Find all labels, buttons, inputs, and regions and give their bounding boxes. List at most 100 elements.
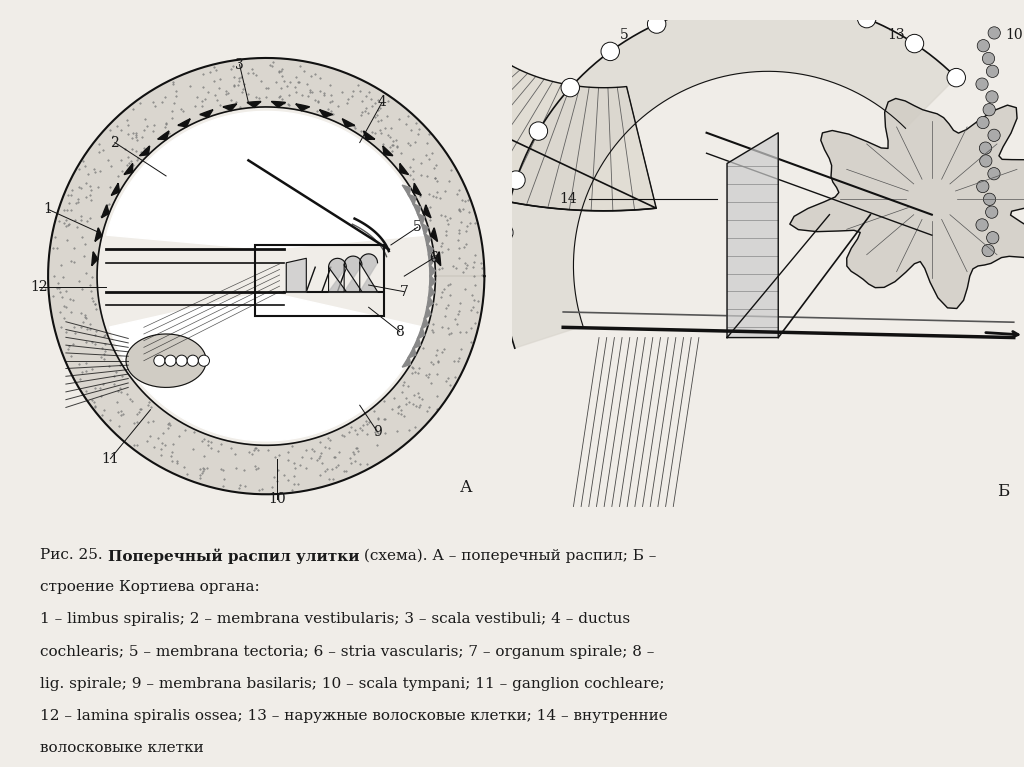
Circle shape xyxy=(857,9,876,28)
Text: 5: 5 xyxy=(414,220,422,234)
Circle shape xyxy=(985,206,997,219)
Polygon shape xyxy=(434,252,440,265)
Text: строение Кортиева органа:: строение Кортиева органа: xyxy=(40,581,260,594)
Polygon shape xyxy=(429,275,435,288)
Polygon shape xyxy=(223,104,237,110)
Text: lig. spirale; 9 – membrana basilaris; 10 – scala tympani; 11 – ganglion cochlear: lig. spirale; 9 – membrana basilaris; 10… xyxy=(40,676,665,690)
Circle shape xyxy=(495,223,513,242)
Text: 3: 3 xyxy=(236,58,244,71)
Circle shape xyxy=(983,193,995,206)
Polygon shape xyxy=(428,285,434,298)
Circle shape xyxy=(976,219,988,231)
Text: (схема). А – поперечный распил; Б –: (схема). А – поперечный распил; Б – xyxy=(359,548,656,563)
Text: 12: 12 xyxy=(31,280,48,295)
Text: А: А xyxy=(460,479,473,496)
Text: 6: 6 xyxy=(429,252,437,265)
Circle shape xyxy=(154,355,165,367)
Text: Рис. 25.: Рис. 25. xyxy=(40,548,108,562)
Polygon shape xyxy=(424,307,431,319)
Circle shape xyxy=(982,52,994,64)
Circle shape xyxy=(601,42,620,61)
Polygon shape xyxy=(126,334,206,387)
Polygon shape xyxy=(421,223,428,235)
Text: 9: 9 xyxy=(373,425,382,439)
Text: 5: 5 xyxy=(621,28,629,42)
Polygon shape xyxy=(106,111,426,249)
Text: 13: 13 xyxy=(887,28,905,42)
Text: 4: 4 xyxy=(378,95,386,110)
Polygon shape xyxy=(319,110,333,117)
Polygon shape xyxy=(383,146,393,156)
Polygon shape xyxy=(790,98,1024,308)
Text: 12 – lamina spiralis ossea; 13 – наружные волосковые клетки; 14 – внутренние: 12 – lamina spiralis ossea; 13 – наружны… xyxy=(40,709,668,723)
Polygon shape xyxy=(413,203,421,216)
Polygon shape xyxy=(139,146,150,156)
Polygon shape xyxy=(399,163,409,175)
Circle shape xyxy=(982,245,994,257)
Circle shape xyxy=(986,232,998,244)
Polygon shape xyxy=(178,119,190,127)
Polygon shape xyxy=(271,101,286,107)
Polygon shape xyxy=(48,58,484,494)
Circle shape xyxy=(561,78,580,97)
Polygon shape xyxy=(408,194,416,206)
Polygon shape xyxy=(427,296,433,309)
Text: Б: Б xyxy=(997,482,1010,499)
Text: 10: 10 xyxy=(1005,28,1023,42)
Polygon shape xyxy=(359,254,378,291)
Circle shape xyxy=(199,355,210,367)
Polygon shape xyxy=(402,185,411,196)
Circle shape xyxy=(988,129,1000,141)
Polygon shape xyxy=(344,256,361,291)
Polygon shape xyxy=(112,183,120,196)
Circle shape xyxy=(980,155,992,167)
Circle shape xyxy=(986,65,998,77)
Polygon shape xyxy=(200,110,213,117)
Polygon shape xyxy=(342,119,354,127)
Text: 11: 11 xyxy=(101,452,119,466)
Polygon shape xyxy=(427,243,433,256)
Text: волосковыке клетки: волосковыке клетки xyxy=(40,741,204,755)
Text: cochlearis; 5 – membrana tectoria; 6 – stria vascularis; 7 – organum spirale; 8 : cochlearis; 5 – membrana tectoria; 6 – s… xyxy=(40,644,654,659)
Circle shape xyxy=(988,167,1000,180)
Circle shape xyxy=(979,142,991,154)
Text: 8: 8 xyxy=(395,324,404,339)
Circle shape xyxy=(187,355,199,367)
Circle shape xyxy=(988,27,1000,39)
Circle shape xyxy=(977,180,989,193)
Polygon shape xyxy=(423,205,431,218)
Circle shape xyxy=(905,35,924,53)
Polygon shape xyxy=(424,233,431,245)
Polygon shape xyxy=(413,183,421,196)
Polygon shape xyxy=(402,356,411,367)
Circle shape xyxy=(976,78,988,91)
Polygon shape xyxy=(421,317,428,329)
Circle shape xyxy=(986,91,998,103)
Polygon shape xyxy=(110,291,423,441)
Polygon shape xyxy=(413,337,421,349)
Polygon shape xyxy=(92,252,98,265)
Polygon shape xyxy=(417,213,425,225)
Polygon shape xyxy=(296,104,309,110)
Polygon shape xyxy=(158,131,169,140)
Polygon shape xyxy=(329,258,346,291)
Circle shape xyxy=(698,0,717,16)
Polygon shape xyxy=(287,258,306,291)
Polygon shape xyxy=(364,131,375,140)
Circle shape xyxy=(947,68,966,87)
Text: 2: 2 xyxy=(111,136,119,150)
Text: 7: 7 xyxy=(399,285,409,298)
Circle shape xyxy=(647,15,666,33)
Circle shape xyxy=(977,117,989,129)
Circle shape xyxy=(983,104,995,116)
Circle shape xyxy=(529,122,548,140)
Circle shape xyxy=(752,0,770,9)
Circle shape xyxy=(176,355,187,367)
Polygon shape xyxy=(124,163,133,175)
Polygon shape xyxy=(275,9,656,211)
Polygon shape xyxy=(727,133,778,337)
Polygon shape xyxy=(428,254,434,267)
Text: 14: 14 xyxy=(559,193,578,206)
Text: 1: 1 xyxy=(44,202,52,216)
Polygon shape xyxy=(417,327,425,339)
